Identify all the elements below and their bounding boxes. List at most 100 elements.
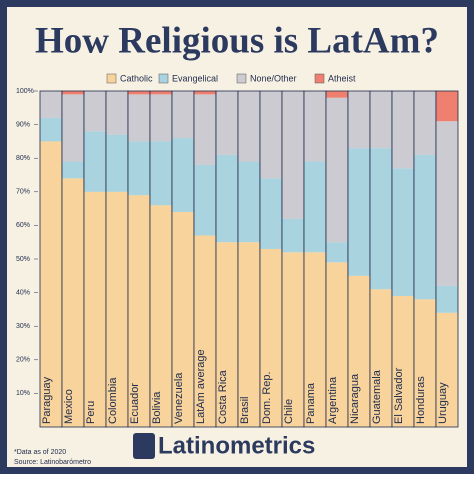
x-tick-label: Uruguay xyxy=(437,382,449,424)
legend-swatch xyxy=(314,73,325,84)
bar-segment xyxy=(414,91,436,155)
bar-outline xyxy=(435,90,459,428)
bar-segment xyxy=(172,211,194,427)
x-tick-label: Nicaragua xyxy=(349,373,361,424)
y-tick-label: 10% xyxy=(16,390,30,397)
legend-swatch xyxy=(236,73,247,84)
y-tick-label: 80% xyxy=(16,155,30,162)
bar-segment xyxy=(84,131,106,192)
x-tick-label: Mexico xyxy=(63,389,75,424)
bar-segment xyxy=(216,154,238,243)
x-tick-label: Dom. Rep. xyxy=(261,371,273,424)
legend-label: Atheist xyxy=(328,73,356,83)
note: *Data as of 2020 xyxy=(14,449,66,456)
bar-segment xyxy=(260,91,282,179)
bar-segment xyxy=(62,91,84,95)
bar-segment xyxy=(282,218,304,253)
bar-segment xyxy=(392,91,414,169)
x-tick-label: Colombia xyxy=(107,377,119,424)
bar-segment xyxy=(370,91,392,149)
bar-segment xyxy=(260,248,282,427)
y-tick-label: 20% xyxy=(16,357,30,364)
bar-segment xyxy=(150,94,172,142)
bar-segment xyxy=(172,138,194,212)
bar-segment xyxy=(370,289,392,427)
bar-segment xyxy=(172,91,194,139)
bar-segment xyxy=(194,94,216,165)
x-tick-label: LatAm average xyxy=(195,349,207,424)
bar-segment xyxy=(436,312,458,427)
x-tick-label: Chile xyxy=(283,399,295,424)
bar-segment xyxy=(436,285,458,313)
bar-segment xyxy=(348,91,370,149)
bar-segment xyxy=(106,134,128,192)
bar-segment xyxy=(150,141,172,206)
bar-segment xyxy=(282,252,304,427)
bar-segment xyxy=(304,91,326,162)
y-tick-label: 70% xyxy=(16,189,30,196)
bar-segment xyxy=(62,178,84,427)
bar-segment xyxy=(194,164,216,236)
legend-label: Evangelical xyxy=(172,73,218,83)
brand: Latinometrics xyxy=(158,432,315,459)
bar-segment xyxy=(128,91,150,95)
chart-title: How Religious is LatAm? xyxy=(35,20,439,61)
bar-segment xyxy=(436,91,458,122)
bar-segment xyxy=(128,94,150,142)
bar-segment xyxy=(414,299,436,427)
bar-segment xyxy=(436,121,458,286)
x-tick-label: Venezuela xyxy=(173,372,185,424)
x-tick-label: El Salvador xyxy=(393,367,405,424)
bar-segment xyxy=(392,168,414,296)
bar-segment xyxy=(216,242,238,427)
bar-segment xyxy=(414,154,436,300)
y-tick-label: 90% xyxy=(16,121,30,128)
y-tick-label: 40% xyxy=(16,289,30,296)
x-tick-label: Costa Rica xyxy=(217,369,229,424)
x-tick-label: Paraguay xyxy=(41,376,53,424)
bar-segment xyxy=(326,97,348,243)
y-tick-label: 100% xyxy=(16,88,34,95)
y-tick-label: 50% xyxy=(16,256,30,263)
bar-segment xyxy=(348,275,370,427)
y-tick-label: 60% xyxy=(16,222,30,229)
x-tick-label: Panama xyxy=(305,382,317,424)
bar-segment xyxy=(62,94,84,162)
y-tick-label: 30% xyxy=(16,323,30,330)
bar-segment xyxy=(40,117,62,142)
legend-label: None/Other xyxy=(250,73,297,83)
legend-swatch xyxy=(106,73,117,84)
bar-segment xyxy=(326,242,348,263)
bar-segment xyxy=(370,148,392,290)
bar-segment xyxy=(128,141,150,196)
bar-segment xyxy=(194,91,216,95)
x-tick-label: Bolivia xyxy=(151,391,163,424)
bar-segment xyxy=(238,161,260,243)
bar-segment xyxy=(238,91,260,162)
bar-segment xyxy=(150,91,172,95)
x-tick-label: Brasil xyxy=(239,396,251,424)
bar-segment xyxy=(216,91,238,155)
bar-segment xyxy=(40,141,62,427)
bar-segment xyxy=(392,295,414,427)
legend-swatch xyxy=(158,73,169,84)
x-tick-label: Argentina xyxy=(327,376,339,424)
x-tick-label: Guatemala xyxy=(371,369,383,424)
bar-segment xyxy=(40,91,62,118)
logo-icon xyxy=(133,433,155,459)
bar-segment xyxy=(260,178,282,249)
bar-segment xyxy=(84,191,106,427)
legend-label: Catholic xyxy=(120,73,153,83)
bar-segment xyxy=(304,252,326,427)
bar-segment xyxy=(150,205,172,427)
bar-segment xyxy=(326,91,348,98)
bar-segment xyxy=(326,262,348,427)
bar-segment xyxy=(106,191,128,427)
bar-segment xyxy=(62,161,84,179)
bar-segment xyxy=(238,242,260,427)
bar-segment xyxy=(106,91,128,135)
bar-segment xyxy=(84,91,106,132)
bar-segment xyxy=(282,91,304,219)
x-tick-label: Ecuador xyxy=(129,383,141,424)
